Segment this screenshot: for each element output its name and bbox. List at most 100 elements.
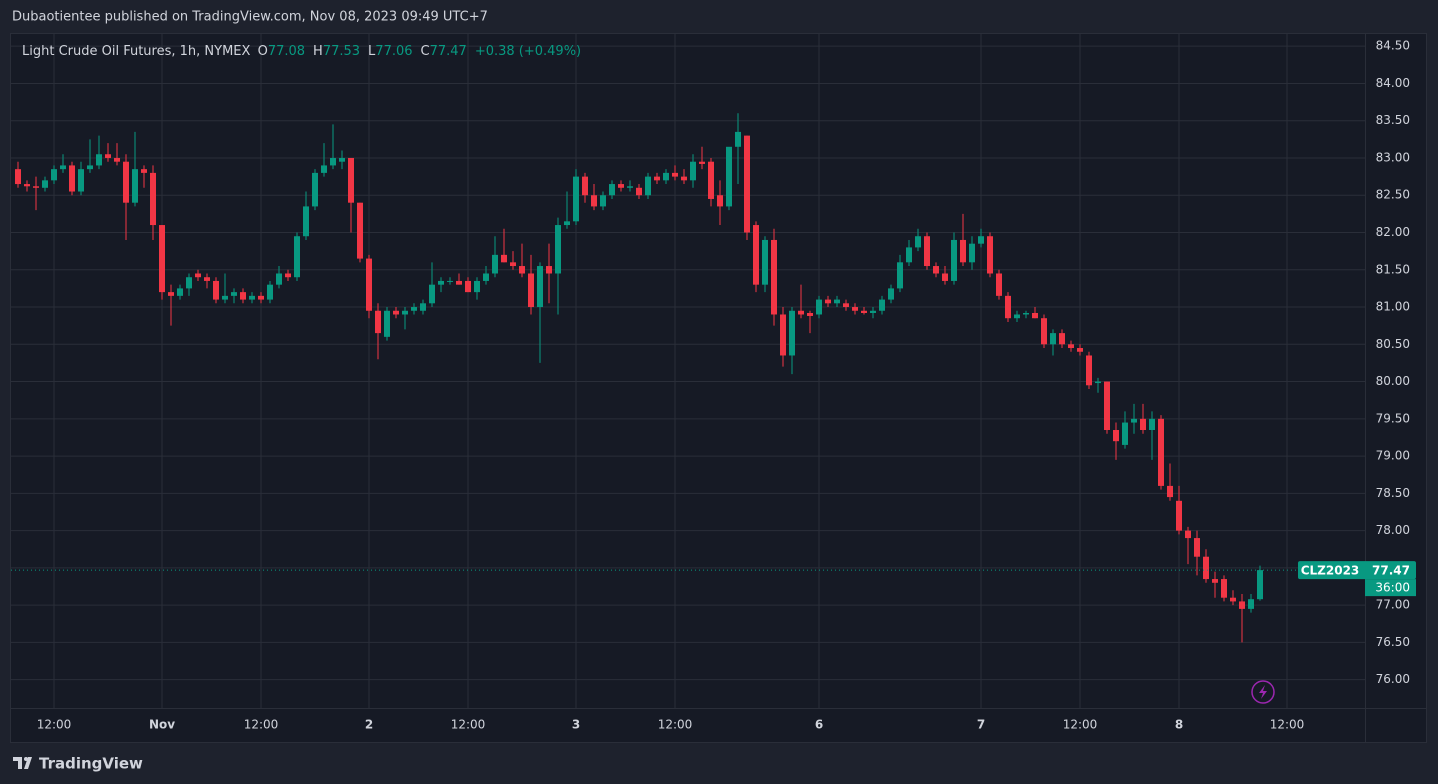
y-tick-label: 82.50 [1376, 188, 1410, 202]
candle-body [996, 273, 1002, 296]
candle-body [591, 195, 597, 207]
candle-body [402, 310, 408, 315]
x-tick-label: 12:00 [37, 718, 72, 732]
candle-body [186, 277, 192, 289]
x-tick-label: 12:00 [244, 718, 279, 732]
candle-body [951, 239, 957, 281]
candle-body [204, 277, 210, 281]
candle-body [609, 184, 615, 196]
candle-body [501, 254, 507, 263]
candle-body [744, 135, 750, 233]
x-tick-label: 2 [365, 718, 373, 732]
candle-body [1212, 579, 1218, 583]
candle-body [663, 172, 669, 181]
candle-body [483, 273, 489, 281]
candle-body [582, 176, 588, 196]
candle-body [960, 239, 966, 263]
alert-icon[interactable] [1251, 680, 1275, 704]
candle-body [537, 266, 543, 308]
candle-body [51, 169, 57, 181]
y-tick-label: 78.00 [1376, 523, 1410, 537]
candle-body [771, 239, 777, 315]
candle-body [897, 262, 903, 289]
candle-body [672, 172, 678, 177]
candle-body [1149, 418, 1155, 431]
candle-body [924, 236, 930, 267]
candle-body [168, 292, 174, 296]
y-tick-label: 83.00 [1376, 150, 1410, 164]
last-price-label: 77.47 [1372, 564, 1410, 578]
candle-body [1023, 312, 1029, 315]
candle-body [1185, 530, 1191, 539]
candle-body [258, 295, 264, 300]
candle-body [69, 165, 75, 192]
candle-body [843, 303, 849, 308]
y-tick-label: 76.50 [1376, 635, 1410, 649]
candle-body [645, 176, 651, 196]
symbol-label: CLZ2023 [1301, 564, 1360, 578]
candle-body [573, 176, 579, 222]
y-tick-label: 81.50 [1376, 262, 1410, 276]
candle-body [762, 239, 768, 285]
candle-body [1041, 318, 1047, 345]
candle-body [240, 292, 246, 300]
candle-body [96, 154, 102, 166]
candle-body [726, 146, 732, 207]
candle-body [1203, 556, 1209, 580]
grid [11, 34, 1365, 708]
candle-body [1059, 333, 1065, 345]
candle-body [1104, 381, 1110, 431]
candle-body [447, 280, 453, 282]
candle-body [888, 288, 894, 300]
y-tick-label: 80.00 [1376, 374, 1410, 388]
legend-o-value: 77.08 [268, 44, 305, 59]
candle-body [249, 295, 255, 300]
candle-body [987, 236, 993, 274]
candle-body [1068, 344, 1074, 349]
countdown: 36:00 [1375, 581, 1410, 595]
candle-body [1158, 418, 1164, 486]
x-tick-label: 12:00 [1270, 718, 1305, 732]
x-tick-label: 8 [1175, 718, 1183, 732]
axes: 76.0076.5077.0077.5078.0078.5079.0079.50… [37, 39, 1416, 732]
candle-body [465, 280, 471, 293]
candle-body [384, 310, 390, 337]
candle-body [969, 243, 975, 263]
y-tick-label: 80.50 [1376, 337, 1410, 351]
candle-body [564, 221, 570, 226]
legend-l-value: 77.06 [375, 44, 412, 59]
candle-body [690, 161, 696, 181]
candle-body [906, 247, 912, 263]
candle-body [411, 307, 417, 311]
candle-body [1005, 295, 1011, 319]
candle-body [330, 157, 336, 166]
candle-body [231, 292, 237, 296]
x-tick-label: 3 [572, 718, 580, 732]
candle-body [834, 299, 840, 304]
candle-body [213, 280, 219, 300]
y-tick-label: 79.00 [1376, 449, 1410, 463]
candle-body [276, 273, 282, 285]
candle-body [87, 165, 93, 170]
candle-body [1221, 579, 1227, 598]
legend-h-value: 77.53 [323, 44, 360, 59]
y-tick-label: 78.50 [1376, 486, 1410, 500]
candle-body [285, 273, 291, 278]
x-tick-label: 12:00 [451, 718, 486, 732]
legend-c: C [421, 44, 430, 59]
alert-bolt [1259, 685, 1267, 699]
candle-body [312, 172, 318, 207]
candle-body [78, 169, 84, 192]
candle-body [1239, 601, 1245, 609]
candle-body [1230, 597, 1236, 602]
legend-c-value: 77.47 [430, 44, 467, 59]
candle-body [546, 266, 552, 274]
x-tick-label: 6 [815, 718, 823, 732]
countdown-tag [1365, 579, 1416, 597]
candle-body [60, 165, 66, 170]
y-tick-label: 77.00 [1376, 598, 1410, 612]
y-tick-label: 84.00 [1376, 76, 1410, 90]
candle-body [915, 236, 921, 248]
candle-body [141, 169, 147, 173]
